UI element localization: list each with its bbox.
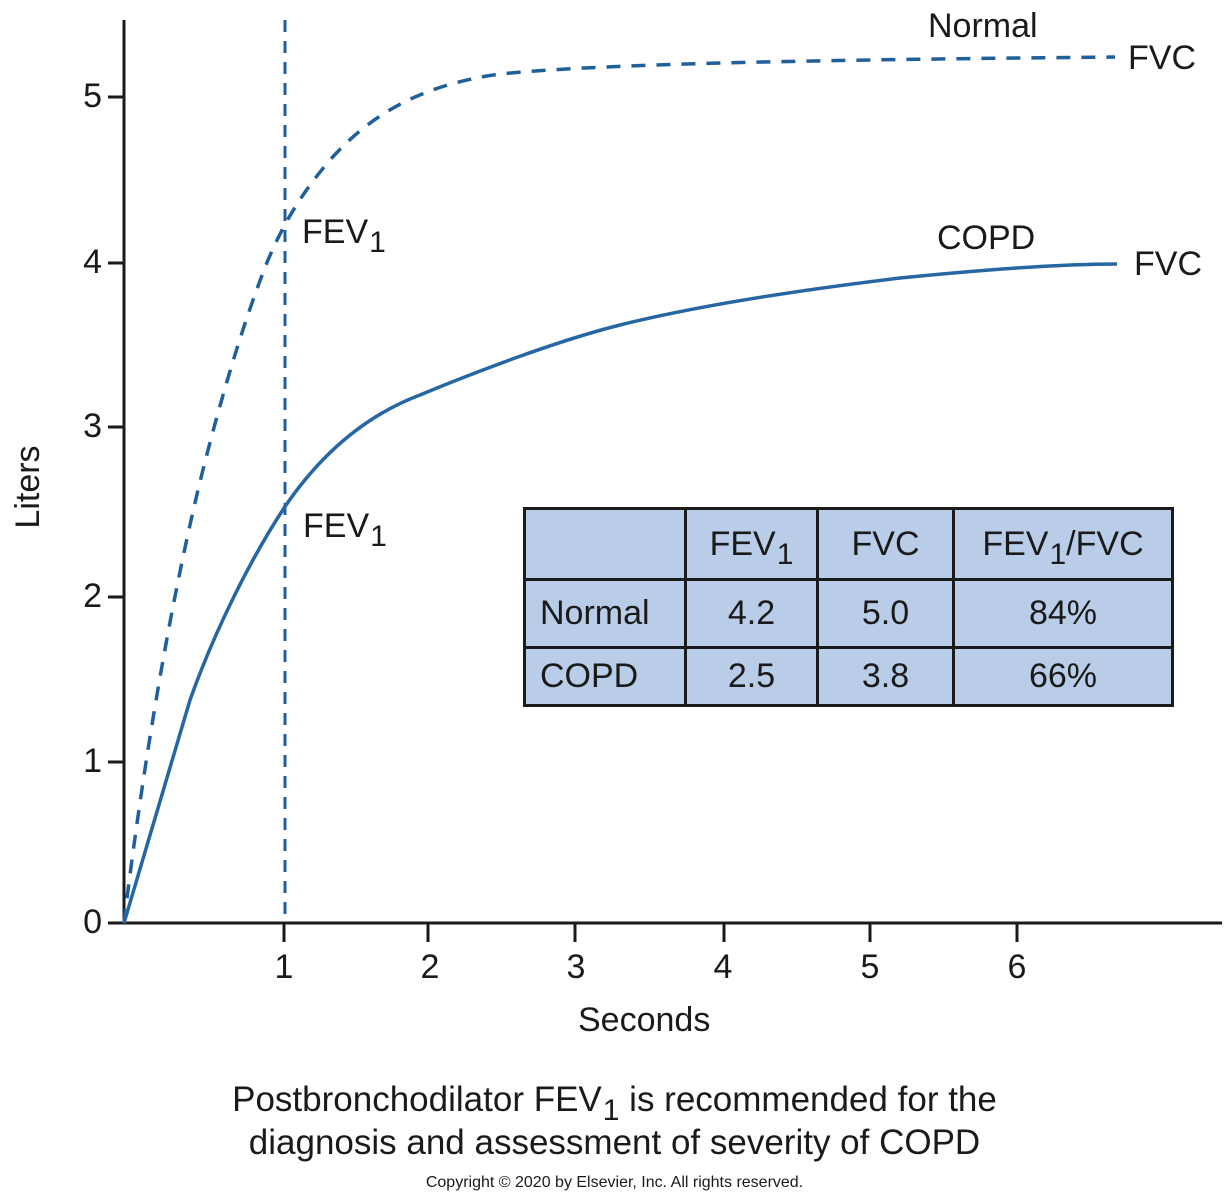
y-tick-label: 4: [83, 243, 102, 281]
table-header-row: FEV1 FVC FEV1/FVC: [523, 507, 1174, 581]
spirometry-summary-table: FEV1 FVC FEV1/FVC Normal 4.2 5.0 84% COP…: [523, 507, 1174, 707]
x-tick-label: 2: [420, 948, 440, 986]
table-corner-cell: [523, 507, 687, 581]
y-tick-label: 1: [83, 742, 102, 780]
x-tick-label: 1: [274, 948, 294, 986]
table-cell-fvc: 5.0: [816, 578, 955, 649]
y-tick-label: 3: [83, 407, 102, 445]
table-cell-fev1: 2.5: [684, 646, 819, 707]
normal-fvc-label: FVC: [1128, 39, 1196, 77]
y-axis-title: Liters: [9, 445, 47, 529]
copyright-notice: Copyright © 2020 by Elsevier, Inc. All r…: [425, 1174, 804, 1191]
copd-fev1-label: FEV1: [303, 507, 387, 553]
table-row-label: Normal: [523, 578, 687, 649]
x-tick-label: 3: [566, 948, 586, 986]
normal-fev1-label: FEV1: [302, 213, 386, 259]
fev-text: FEV: [303, 507, 370, 545]
table-header-fvc: FVC: [816, 507, 955, 581]
table-cell-ratio: 66%: [952, 646, 1174, 707]
copd-series-label: COPD: [937, 219, 1036, 257]
x-axis-title: Seconds: [578, 1001, 711, 1039]
x-tick-label: 6: [1007, 948, 1027, 986]
y-ticks: [108, 95, 124, 764]
y-tick-label: 5: [83, 77, 102, 115]
table-row-label: COPD: [523, 646, 687, 707]
y-tick-label: 0: [83, 903, 102, 941]
x-ticks: [282, 923, 1019, 942]
fev-text: FEV: [302, 213, 369, 251]
copd-curve: [122, 262, 1118, 924]
table-cell-fev1: 4.2: [684, 578, 819, 649]
fev-subscript: 1: [369, 226, 386, 259]
normal-series-label: Normal: [928, 7, 1038, 45]
table-cell-ratio: 84%: [952, 578, 1174, 649]
y-tick-label: 2: [83, 577, 102, 615]
figure-caption-line-1: Postbronchodilator FEV1 is recommended f…: [232, 1080, 997, 1128]
x-tick-label: 5: [860, 948, 880, 986]
table-cell-fvc: 3.8: [816, 646, 955, 707]
copd-fvc-label: FVC: [1134, 245, 1202, 283]
fev-subscript: 1: [370, 520, 387, 553]
figure-caption-line-2: diagnosis and assessment of severity of …: [248, 1123, 981, 1162]
table-row: Normal 4.2 5.0 84%: [523, 578, 1174, 649]
table-header-ratio: FEV1/FVC: [952, 507, 1174, 581]
table-row: COPD 2.5 3.8 66%: [523, 646, 1174, 707]
x-tick-label: 4: [713, 948, 733, 986]
normal-curve: [122, 55, 1116, 924]
table-header-fev1: FEV1: [684, 507, 819, 581]
